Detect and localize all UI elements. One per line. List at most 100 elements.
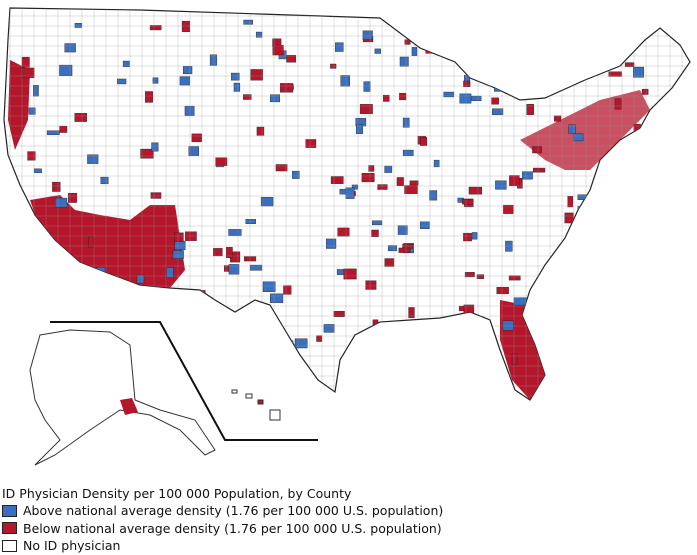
county bbox=[596, 281, 606, 292]
county bbox=[87, 236, 94, 248]
legend-item: No ID physician bbox=[2, 537, 443, 555]
county bbox=[356, 124, 363, 134]
county bbox=[209, 54, 218, 66]
county bbox=[554, 359, 567, 369]
county bbox=[215, 157, 228, 166]
county bbox=[464, 272, 475, 278]
county bbox=[634, 28, 648, 37]
county bbox=[243, 94, 252, 100]
county bbox=[168, 371, 180, 380]
county bbox=[649, 338, 660, 345]
county bbox=[399, 56, 409, 67]
county bbox=[150, 192, 162, 199]
county bbox=[505, 240, 513, 252]
county bbox=[635, 202, 642, 209]
county bbox=[434, 30, 444, 38]
county bbox=[383, 94, 390, 102]
county bbox=[496, 287, 509, 295]
county bbox=[149, 25, 162, 31]
county bbox=[433, 159, 440, 168]
county bbox=[548, 48, 559, 60]
county bbox=[571, 379, 586, 386]
county bbox=[402, 117, 410, 128]
us-county-map bbox=[3, 7, 691, 466]
county bbox=[367, 370, 382, 381]
county bbox=[453, 345, 465, 357]
county bbox=[563, 38, 576, 44]
county bbox=[185, 231, 197, 241]
county bbox=[136, 274, 145, 284]
legend: ID Physician Density per 100 000 Populat… bbox=[2, 485, 443, 555]
county bbox=[581, 210, 595, 220]
county bbox=[270, 94, 280, 103]
county bbox=[362, 30, 373, 40]
county bbox=[87, 154, 99, 164]
county bbox=[134, 306, 147, 316]
county bbox=[502, 320, 514, 331]
county bbox=[608, 71, 622, 77]
legend-item: Above national average density (1.76 per… bbox=[2, 502, 443, 520]
county bbox=[577, 291, 588, 301]
county bbox=[188, 146, 199, 156]
county bbox=[611, 366, 624, 376]
county bbox=[613, 349, 627, 355]
county bbox=[116, 78, 127, 85]
county bbox=[269, 293, 284, 303]
county bbox=[607, 258, 618, 266]
county bbox=[337, 227, 350, 237]
county bbox=[122, 60, 130, 67]
county bbox=[612, 312, 621, 321]
county bbox=[577, 194, 591, 200]
county bbox=[468, 186, 483, 195]
county bbox=[64, 43, 76, 53]
county bbox=[420, 221, 430, 229]
county bbox=[125, 290, 132, 297]
county bbox=[280, 340, 294, 348]
county bbox=[560, 319, 568, 325]
county bbox=[641, 88, 649, 95]
county bbox=[583, 272, 595, 280]
county bbox=[365, 280, 377, 290]
county bbox=[646, 352, 658, 361]
county bbox=[213, 248, 223, 257]
county bbox=[368, 165, 375, 172]
county bbox=[463, 80, 471, 88]
county bbox=[467, 41, 475, 52]
county bbox=[74, 23, 82, 28]
county bbox=[521, 171, 533, 180]
county bbox=[429, 190, 438, 201]
county bbox=[564, 212, 574, 224]
legend-label: No ID physician bbox=[23, 538, 121, 553]
county bbox=[191, 133, 202, 143]
county bbox=[381, 343, 394, 350]
county bbox=[634, 27, 647, 34]
county bbox=[420, 137, 428, 146]
legend-title: ID Physician Density per 100 000 Populat… bbox=[2, 486, 352, 501]
county bbox=[326, 238, 337, 249]
county bbox=[189, 310, 202, 320]
county bbox=[614, 98, 622, 110]
county bbox=[398, 247, 411, 253]
county bbox=[262, 281, 276, 292]
county bbox=[74, 113, 87, 122]
county bbox=[617, 350, 625, 360]
county bbox=[605, 332, 612, 343]
county bbox=[476, 274, 485, 279]
county bbox=[490, 364, 504, 372]
county bbox=[654, 117, 661, 128]
county bbox=[228, 229, 242, 236]
county bbox=[633, 66, 644, 78]
alaska-county bbox=[120, 398, 138, 415]
county bbox=[569, 337, 579, 344]
inset-border bbox=[50, 321, 318, 441]
county bbox=[427, 357, 437, 367]
county bbox=[553, 115, 562, 122]
county bbox=[152, 77, 159, 84]
county bbox=[361, 173, 375, 183]
county bbox=[463, 232, 472, 242]
county bbox=[532, 167, 546, 173]
county bbox=[427, 344, 441, 351]
county bbox=[495, 180, 507, 190]
county bbox=[514, 20, 525, 29]
county bbox=[443, 91, 455, 98]
